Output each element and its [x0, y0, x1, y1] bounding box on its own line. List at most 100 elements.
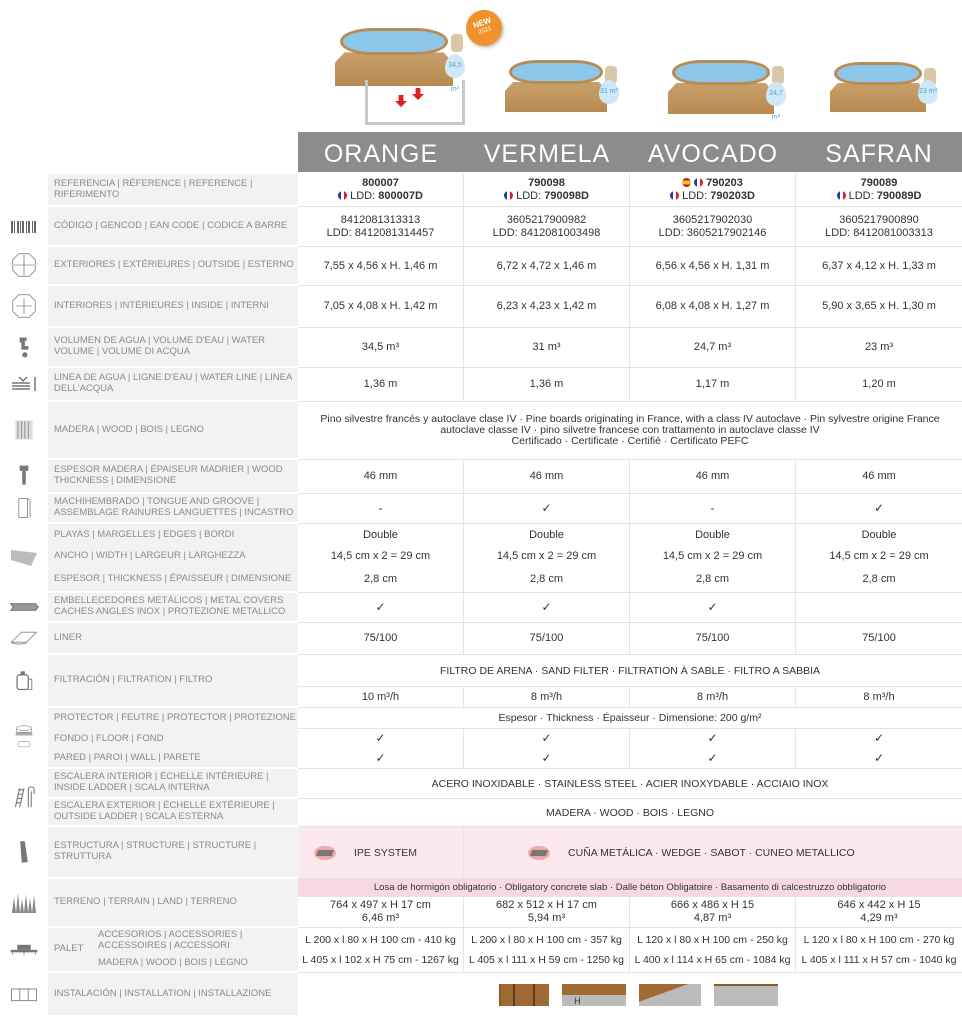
- row-installation: INSTALACIÓN | INSTALLATION | INSTALLAZIO…: [0, 973, 962, 1017]
- row-outside-ladder: ESCALERA EXTERIOR | ÉCHELLE EXTÉRIEURE |…: [0, 799, 962, 827]
- cell-thickness: 46 mm: [298, 460, 464, 494]
- row-wall: PARED | PAROI | WALL | PARETE ✓ ✓ ✓ ✓: [0, 749, 962, 769]
- structure-wedge: CUÑA METÁLICA · WEDGE · SABOT · CUNEO ME…: [464, 827, 962, 879]
- row-terrain-note: TERRENO | TERRAIN | LAND | TERRENO Losa …: [0, 879, 962, 928]
- cell-floor: ✓: [298, 729, 464, 749]
- cell-tongue: -: [630, 494, 796, 524]
- row-edge-width: ANCHO | WIDTH | LARGEUR | LARGHEZZA 14,5…: [0, 546, 962, 567]
- cell-wall: ✓: [298, 749, 464, 769]
- ladder-icon: [0, 769, 48, 827]
- cell-edge-thickness: 2,8 cm: [298, 567, 464, 593]
- cell-edge-width: 14,5 cm x 2 = 29 cm: [464, 546, 630, 567]
- metal-cover-icon: [0, 593, 48, 623]
- row-label: FILTRACIÓN | FILTRATION | FILTRO: [48, 655, 298, 708]
- install-semi-buried[interactable]: H: [562, 984, 627, 1006]
- row-label: INTERIORES | INTÉRIEURES | INSIDE | INTE…: [48, 286, 298, 328]
- octagon-outside-icon: [0, 247, 48, 286]
- cell-edge-thickness: 2,8 cm: [630, 567, 796, 593]
- blank-icon: [0, 174, 48, 207]
- row-volume: VOLUMEN DE AGUA | VOLUME D'EAU | WATER V…: [0, 328, 962, 368]
- filter-type: FILTRO DE ARENA · SAND FILTER · FILTRATI…: [298, 655, 962, 687]
- cell-wall: ✓: [796, 749, 962, 769]
- cell-interior: 7,05 x 4,08 x H. 1,42 m: [298, 286, 464, 328]
- row-terrain: 764 x 497 x H 17 cm 6,46 m³ 682 x 512 x H …: [0, 897, 962, 928]
- cell-ean: 3605217900890 LDD: 8412081003313: [796, 207, 962, 247]
- installation-icon: [0, 973, 48, 1017]
- board-icon: [0, 494, 48, 524]
- cell-edge-width: 14,5 cm x 2 = 29 cm: [298, 546, 464, 567]
- row-label: REFERENCIA | RÉFERENCE | REFERENCE | RIF…: [48, 174, 298, 207]
- row-label: PLAYAS | MARGELLES | EDGES | BORDI: [48, 524, 298, 546]
- model-name-safran: SAFRAN: [825, 140, 933, 168]
- ipe-plate-icon: [314, 845, 336, 860]
- wedge-plate-icon: [528, 845, 550, 860]
- pool-image-safran: 23 m³: [830, 62, 938, 112]
- row-edge-thickness: ESPESOR | THICKNESS | ÉPAISSEUR | DIMENS…: [0, 567, 962, 593]
- row-label: ANCHO | WIDTH | LARGEUR | LARGHEZZA: [48, 546, 298, 567]
- cell-liner: 75/100: [464, 623, 630, 655]
- row-label: TERRENO | TERRAIN | LAND | TERRENO: [48, 879, 298, 928]
- row-label: EMBELLECEDORES METÁLICOS | METAL COVERS …: [48, 593, 298, 623]
- protector-spec: Espesor · Thickness · Épaisseur · Dimens…: [298, 708, 962, 729]
- grass-icon: [0, 879, 48, 928]
- row-label: ESPESOR MADERA | ÉPAISEUR MADRIER | WOOD…: [48, 460, 298, 494]
- install-buried[interactable]: [714, 984, 779, 1006]
- row-thickness: ESPESOR MADERA | ÉPAISEUR MADRIER | WOOD…: [0, 460, 962, 494]
- install-slope[interactable]: [639, 984, 702, 1006]
- install-above-ground[interactable]: [499, 984, 549, 1006]
- wood-grain-icon: [0, 402, 48, 460]
- cell-thickness: 46 mm: [630, 460, 796, 494]
- faucet-icon: [0, 328, 48, 368]
- cell-edge-thickness: 2,8 cm: [796, 567, 962, 593]
- waterline-icon: [0, 368, 48, 402]
- cell-terrain: 646 x 442 x H 15 4,29 m³: [796, 897, 962, 928]
- row-label: FONDO | FLOOR | FOND: [48, 729, 298, 749]
- row-label: MACHIHEMBRADO | TONGUE AND GROOVE | ASSE…: [48, 494, 298, 524]
- cell-wall: ✓: [464, 749, 630, 769]
- france-flag-icon: [338, 191, 348, 200]
- cell-filter-flow: 8 m³/h: [796, 687, 962, 708]
- cell-liner: 75/100: [630, 623, 796, 655]
- cell-floor: ✓: [873, 731, 885, 746]
- cell-ean: 3605217900982 LDD: 8412081003498: [464, 207, 630, 247]
- cell-wall: ✓: [630, 749, 796, 769]
- sand-filter-icon: [0, 655, 48, 708]
- cell-tongue: ✓: [464, 494, 630, 524]
- row-label: INSTALACIÓN | INSTALLATION | INSTALLAZIO…: [48, 973, 298, 1017]
- cell-metal-covers: ✓: [298, 593, 464, 623]
- cell-waterline: 1,36 m: [298, 368, 464, 402]
- cell-ref: 790089 LDD: 790089D: [796, 174, 962, 207]
- row-interior: INTERIORES | INTÉRIEURES | INSIDE | INTE…: [0, 286, 962, 328]
- row-inside-ladder: ESCALERA INTERIOR | ÉCHELLE INTÉRIEURE |…: [0, 769, 962, 807]
- comparison-table: REFERENCIA | RÉFERENCE | REFERENCE | RIF…: [0, 174, 962, 1017]
- cell-floor: ✓: [630, 729, 796, 749]
- row-label: ESPESOR | THICKNESS | ÉPAISSEUR | DIMENS…: [48, 567, 298, 593]
- row-palet: PALET ACCESORIOS | ACCESSORIES | ACCESSO…: [0, 928, 962, 973]
- row-label: ESCALERA EXTERIOR | ÉCHELLE EXTÉRIEURE |…: [48, 799, 298, 827]
- row-floor: FONDO | FLOOR | FOND ✓ ✓ ✓ ✓: [0, 729, 962, 749]
- barcode-icon: [0, 207, 48, 247]
- row-protector: PROTECTOR | FEUTRE | PROTECTOR | PROTEZI…: [0, 708, 962, 748]
- cell-tongue: -: [298, 494, 464, 524]
- model-name-vermela: VERMELA: [483, 140, 611, 168]
- cell-palet: L 200 x l 80 x H 100 cm - 410 kg L 405 x …: [298, 928, 464, 973]
- cell-metal-covers: [796, 593, 962, 623]
- octagon-inside-icon: [0, 286, 48, 328]
- row-label: EXTERIORES | EXTÉRIEURES | OUTSIDE | EST…: [48, 247, 298, 286]
- structure-post-icon: [0, 827, 48, 879]
- row-label: LINER: [48, 623, 298, 655]
- cell-floor: ✓: [464, 729, 630, 749]
- protector-felt-icon: [0, 708, 48, 769]
- cell-interior: 5,90 x 3,65 x H. 1,30 m: [796, 286, 962, 328]
- pool-image-orange: 34,5 m³: [335, 28, 465, 93]
- row-label: PROTECTOR | FEUTRE | PROTECTOR | PROTEZI…: [48, 708, 298, 729]
- france-flag-icon: [836, 191, 846, 200]
- cell-filter-flow: 8 m³/h: [464, 687, 630, 708]
- model-name-avocado: AVOCADO: [647, 140, 779, 168]
- row-liner: LINER 75/100 75/100 75/100 75/100: [0, 623, 962, 655]
- cell-terrain: 764 x 497 x H 17 cm 6,46 m³: [298, 897, 464, 928]
- pallet-icon: [0, 928, 48, 973]
- cell-thickness: 46 mm: [796, 460, 962, 494]
- cell-liner: 75/100: [796, 623, 962, 655]
- row-waterline: LINEA DE AGUA | LIGNE D'EAU | WATER LINE…: [0, 368, 962, 402]
